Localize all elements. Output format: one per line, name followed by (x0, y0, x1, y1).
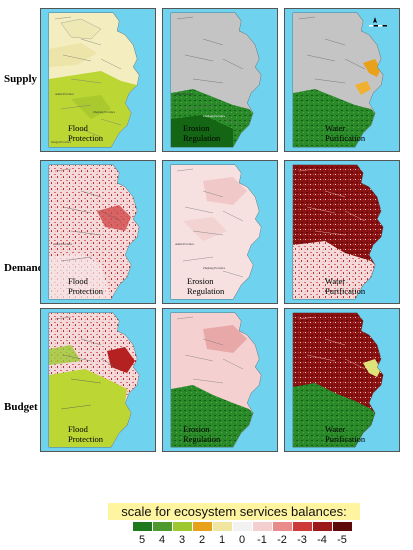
map-svg (48, 312, 140, 448)
north-arrow-icon (373, 17, 377, 23)
map-svg (170, 312, 262, 448)
panel-label-water: Water Purification (325, 424, 366, 444)
legend-value: 3 (178, 534, 186, 546)
legend-swatch (133, 522, 152, 531)
panel-label-erosion: Erosion Regulation (187, 276, 225, 296)
legend-value: 4 (158, 534, 166, 546)
map-svg: Anhui Province (48, 164, 140, 300)
panel-label-line: Water (325, 123, 346, 133)
map-budget-erosion-regulation: Erosion Regulation (162, 308, 278, 452)
legend-swatch (273, 522, 292, 531)
legend-value: -3 (297, 534, 307, 546)
panel-label-line: Water (325, 276, 346, 286)
panel-label-line: Flood (68, 123, 88, 133)
legend-value: 2 (198, 534, 206, 546)
panel-label-line: Flood (68, 276, 88, 286)
svg-text:Jiangxi Province: Jiangxi Province (51, 140, 72, 144)
svg-text:Anhui Province: Anhui Province (175, 242, 195, 246)
panel-label-line: Purification (325, 433, 366, 444)
map-svg (292, 312, 384, 448)
panel-label-line: Regulation (183, 433, 221, 444)
panel-label-flood: Flood Protection (68, 276, 103, 296)
panel-label-line: Regulation (183, 132, 221, 143)
legend-swatch (213, 522, 232, 531)
map-supply-water-purification: Water Purification (284, 8, 400, 152)
panel-label-flood: Flood Protection (68, 123, 103, 143)
legend-title: scale for ecosystem services balances: (108, 503, 360, 520)
map-svg: Anhui Province Zhejiang Province (170, 12, 262, 148)
map-svg: Anhui Province Zhejiang Province (170, 164, 262, 300)
svg-text:Anhui Province: Anhui Province (175, 92, 195, 96)
svg-text:Anhui Province: Anhui Province (55, 92, 75, 96)
panel-label-water: Water Purification (325, 276, 366, 296)
svg-text:Zhejiang Province: Zhejiang Province (93, 110, 116, 114)
row-label-supply: Supply (4, 73, 38, 85)
legend-value: -4 (317, 534, 327, 546)
panel-label-line: Purification (325, 132, 366, 143)
legend-swatch (333, 522, 352, 531)
legend-swatch (313, 522, 332, 531)
map-supply-erosion-regulation: Anhui Province Zhejiang Province Erosion… (162, 8, 278, 152)
map-demand-erosion-regulation: Anhui Province Zhejiang Province Erosion… (162, 160, 278, 304)
panel-label-line: Erosion (183, 123, 210, 133)
panel-label-line: Purification (325, 285, 366, 296)
map-demand-water-purification: Water Purification (284, 160, 400, 304)
panel-label-line: Water (325, 424, 346, 434)
panel-label-line: Protection (68, 433, 103, 444)
legend-value: 0 (238, 534, 246, 546)
legend-value: 5 (138, 534, 146, 546)
svg-text:Zhejiang Province: Zhejiang Province (203, 266, 226, 270)
row-label-demand: Demand (4, 262, 44, 274)
panel-label-water: Water Purification (325, 123, 366, 143)
legend-swatch (153, 522, 172, 531)
legend-swatch (193, 522, 212, 531)
legend-swatch (253, 522, 272, 531)
panel-label-line: Erosion (187, 276, 214, 286)
legend-swatch (293, 522, 312, 531)
map-budget-water-purification: Water Purification (284, 308, 400, 452)
map-budget-flood-protection: Flood Protection (40, 308, 156, 452)
map-svg: Anhui Province Jiangxi Province Zhejiang… (48, 12, 140, 148)
legend-value: 1 (218, 534, 226, 546)
legend-value: -2 (277, 534, 287, 546)
panel-label-erosion: Erosion Regulation (183, 424, 221, 444)
map-supply-flood-protection: Anhui Province Jiangxi Province Zhejiang… (40, 8, 156, 152)
legend-swatch (173, 522, 192, 531)
svg-text:Anhui Province: Anhui Province (53, 242, 73, 246)
legend-value: -5 (337, 534, 347, 546)
legend-swatch (233, 522, 252, 531)
legend-value: -1 (257, 534, 267, 546)
panel-label-flood: Flood Protection (68, 424, 103, 444)
row-label-budget: Budget (4, 401, 38, 413)
panel-label-line: Protection (68, 285, 103, 296)
panel-label-line: Flood (68, 424, 88, 434)
panel-label-line: Protection (68, 132, 103, 143)
map-svg (292, 12, 387, 148)
panel-label-erosion: Erosion Regulation (183, 123, 221, 143)
panel-label-line: Regulation (187, 285, 225, 296)
map-demand-flood-protection: Anhui Province Flood Protection (40, 160, 156, 304)
svg-text:Zhejiang Province: Zhejiang Province (203, 114, 226, 118)
map-svg (292, 164, 384, 300)
panel-label-line: Erosion (183, 424, 210, 434)
